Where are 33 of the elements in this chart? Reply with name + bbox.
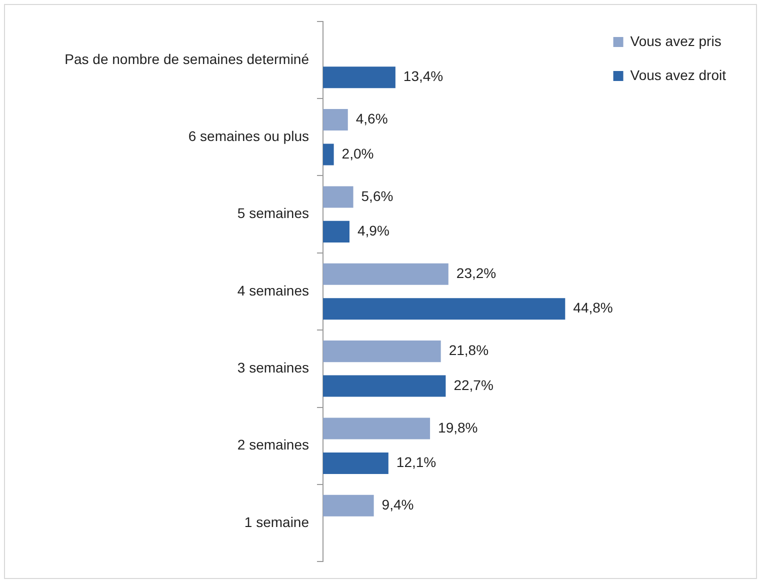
bar xyxy=(323,494,374,516)
bar xyxy=(323,418,430,440)
y-tick-label: Pas de nombre de semaines determiné xyxy=(64,50,310,67)
y-tick-label: 2 semaines xyxy=(237,436,309,453)
data-label: 44,8% xyxy=(573,300,613,316)
data-label: 5,6% xyxy=(361,188,394,204)
y-tick-label: 1 semaine xyxy=(244,514,310,530)
data-label: 9,4% xyxy=(382,496,414,513)
data-label: 2,0% xyxy=(342,145,374,162)
data-label: 19,8% xyxy=(438,419,478,436)
bar xyxy=(323,452,388,474)
y-tick-label: 4 semaines xyxy=(237,282,309,298)
bar xyxy=(323,109,348,131)
data-label: 4,9% xyxy=(357,222,390,239)
data-label: 12,1% xyxy=(396,454,436,470)
data-label: 23,2% xyxy=(456,264,496,281)
bar xyxy=(323,144,334,166)
legend-label: Vous avez pris xyxy=(630,32,722,49)
bar xyxy=(323,340,441,362)
y-tick-label: 5 semaines xyxy=(237,205,309,222)
bar xyxy=(323,186,354,208)
data-label: 13,4% xyxy=(403,68,444,84)
data-label: 21,8% xyxy=(448,342,489,358)
data-label: 4,6% xyxy=(356,110,388,127)
bar xyxy=(323,263,448,285)
bar xyxy=(323,66,396,88)
legend-label: Vous avez droit xyxy=(630,66,726,83)
y-tick-label: 3 semaines xyxy=(237,360,309,376)
y-tick-label: 6 semaines ou plus xyxy=(188,128,309,144)
data-label: 22,7% xyxy=(454,376,494,393)
bar xyxy=(323,375,446,397)
bar xyxy=(323,220,350,242)
bar xyxy=(323,298,566,320)
